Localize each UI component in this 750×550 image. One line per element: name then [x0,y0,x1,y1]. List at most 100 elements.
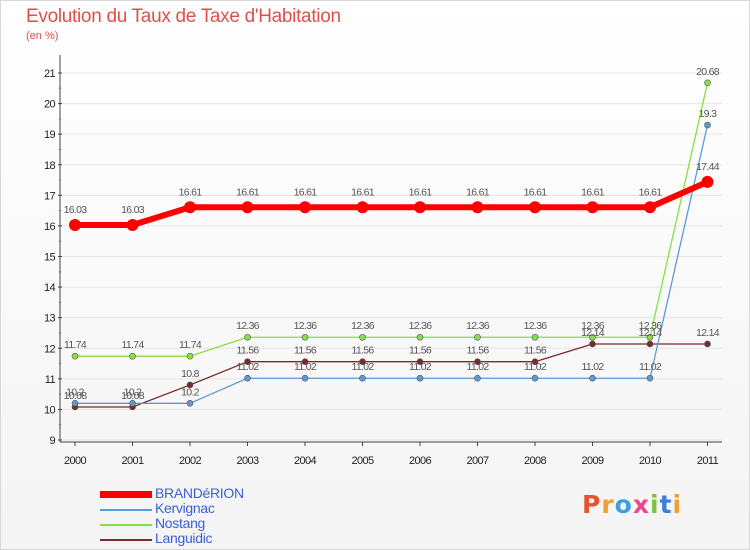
data-label-nostang-2001: 11.74 [122,339,145,351]
point-nostang-2011 [704,79,711,87]
series-lines [69,79,714,411]
data-label-kervignac-2009: 11.02 [582,361,605,373]
series-line-brandrion [75,179,709,228]
data-label-kervignac-2006: 11.02 [409,361,432,373]
axes: 9 10 11 12 13 14 15 16 17 18 19 20 21 2000 2001 2002 200… [44,55,722,467]
y-tick-label: 16 [44,221,56,233]
point-kervignac-2010 [646,374,654,382]
point-nostang-2007 [474,333,481,341]
data-label-brandrion-2008: 16.61 [524,186,548,198]
series-line-kervignac [75,124,709,404]
data-label-languidic-2009: 12.14 [581,327,605,339]
point-brandrion-2010 [644,201,656,214]
legend-swatch-nostang [100,524,152,526]
point-kervignac-2001 [129,399,136,407]
data-label-nostang-2008: 12.36 [524,320,548,332]
point-languidic-2006 [416,358,424,366]
data-label-languidic-2000: 10.08 [64,390,88,402]
chart-subtitle: (en %) [26,30,59,42]
y-tick-label: 18 [44,160,56,172]
data-labels: 16.03 16.03 16.61 16.61 16.61 16.61 16.61 16.61… [64,66,721,402]
data-label-kervignac-2004: 11.02 [294,361,317,373]
x-tick-label: 2001 [121,455,144,467]
point-brandrion-2001 [126,218,139,231]
point-languidic-2004 [301,358,309,366]
data-label-languidic-2008: 11.56 [524,345,547,357]
data-label-nostang-2007: 12.36 [466,320,490,332]
data-label-languidic-2006: 11.56 [409,345,432,357]
y-tick-label: 15 [44,252,56,264]
data-label-brandrion-2005: 16.61 [351,186,375,198]
x-tick-label: 2005 [351,455,374,467]
point-languidic-2003 [244,358,251,366]
data-label-nostang-2010: 12.36 [639,320,663,332]
point-languidic-2011 [704,340,711,348]
point-nostang-2000 [71,352,79,360]
point-brandrion-2005 [356,201,369,214]
legend-label-kervignac: Kervignac [155,500,215,516]
logo-letter: r [601,490,615,519]
point-kervignac-2002 [186,399,194,407]
logo-letter: i [672,490,683,519]
point-brandrion-2002 [184,201,196,214]
data-label-brandrion-2004: 16.61 [294,186,318,198]
point-brandrion-2011 [701,175,714,188]
data-label-nostang-2009: 12.36 [581,320,605,332]
data-label-brandrion-2011: 17.44 [696,161,720,173]
data-label-brandrion-2010: 16.61 [639,186,663,198]
point-kervignac-2007 [474,374,481,382]
logo-letter: i [650,490,660,519]
point-brandrion-2003 [241,201,254,214]
y-tick-label: 11 [45,374,56,386]
data-label-languidic-2007: 11.56 [467,345,490,357]
data-label-nostang-2002: 11.74 [179,339,202,351]
data-label-nostang-2011: 20.68 [696,66,720,78]
x-tick-label: 2003 [236,455,259,467]
y-tick-label: 14 [44,282,56,294]
data-label-languidic-2002: 10.8 [181,368,199,380]
data-label-kervignac-2005: 11.02 [352,361,375,373]
logo-letter: o [614,490,633,519]
point-nostang-2004 [301,333,309,341]
point-kervignac-2005 [359,374,366,382]
y-tick-label: 17 [44,190,56,202]
legend-swatch-kervignac [100,509,152,511]
point-nostang-2001 [129,352,136,360]
x-tick-label: 2011 [697,455,719,467]
point-languidic-2009 [589,340,596,348]
x-tick-label: 2004 [294,455,317,467]
legend-label-languidic: Languidic [155,530,213,546]
data-label-kervignac-2003: 11.02 [237,361,260,373]
point-kervignac-2003 [244,374,251,382]
data-label-kervignac-2007: 11.02 [467,361,490,373]
data-label-brandrion-2009: 16.61 [581,186,605,198]
data-label-languidic-2003: 11.56 [237,345,260,357]
data-label-languidic-2005: 11.56 [352,345,375,357]
data-label-nostang-2004: 12.36 [294,320,318,332]
x-tick-label: 2002 [179,455,202,467]
point-nostang-2005 [359,333,366,341]
series-line-nostang [75,82,709,357]
proxiti-logo: Proxiti [582,490,682,519]
point-nostang-2010 [646,333,654,341]
x-tick-label: 2006 [409,455,432,467]
point-languidic-2002 [186,381,194,389]
y-tick-label: 10 [44,404,56,416]
point-nostang-2006 [416,333,424,341]
y-tick-label: 19 [44,129,56,141]
point-languidic-2005 [359,358,366,366]
data-label-nostang-2006: 12.36 [409,320,433,332]
point-languidic-2007 [474,358,481,366]
point-kervignac-2006 [416,374,424,382]
data-label-nostang-2005: 12.36 [351,320,375,332]
data-label-nostang-2000: 11.74 [64,339,87,351]
point-kervignac-2004 [301,374,309,382]
data-label-languidic-2011: 12.14 [696,327,720,339]
point-nostang-2003 [244,333,251,341]
data-label-kervignac-2000: 10.2 [66,386,84,398]
legend-swatch-languidic [100,539,152,541]
data-label-languidic-2010: 12.14 [639,327,663,339]
point-nostang-2008 [531,333,539,341]
